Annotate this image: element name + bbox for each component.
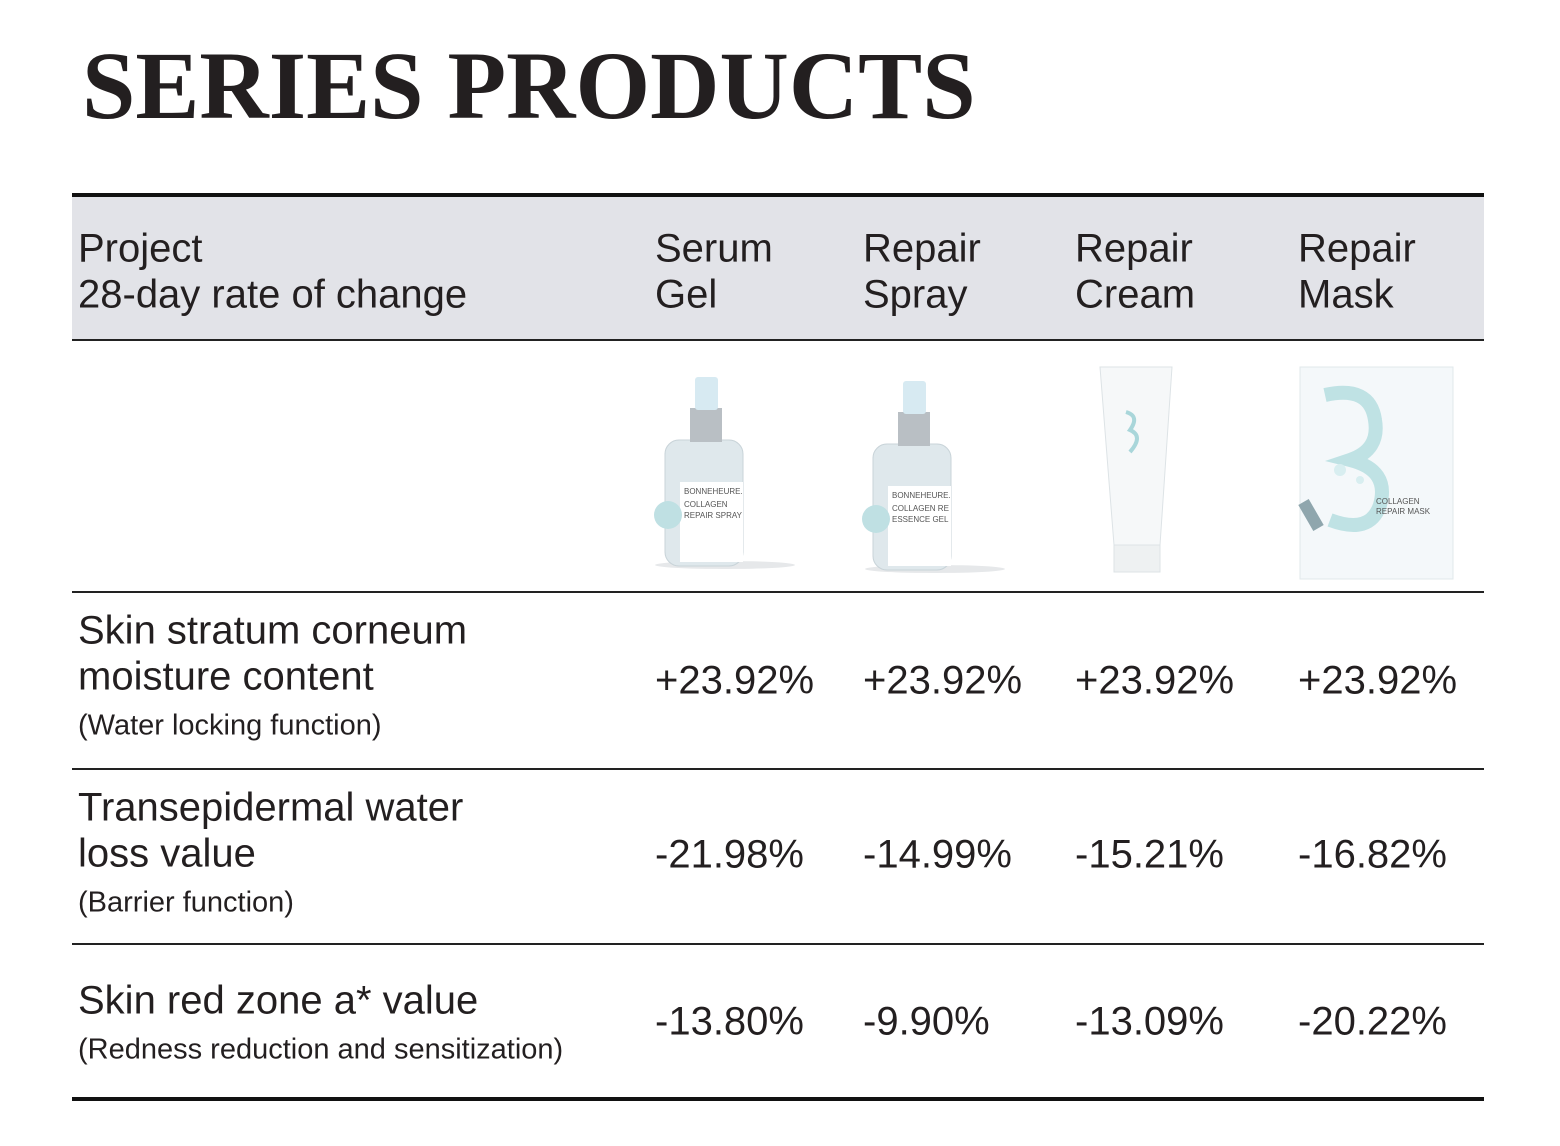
cell-value: -13.09% (1075, 1000, 1224, 1044)
product-text: COLLAGEN (1376, 497, 1420, 506)
header-text: Repair (863, 227, 981, 271)
product-text: COLLAGEN RE (892, 504, 949, 513)
cell-value: +23.92% (655, 659, 814, 703)
rule (72, 943, 1484, 945)
top-rule (72, 193, 1484, 197)
rule (72, 339, 1484, 341)
rule (72, 768, 1484, 770)
product-image: COLLAGEN REPAIR MASK (1298, 366, 1454, 580)
row-label: moisture content (78, 655, 374, 699)
cell-value: +23.92% (863, 659, 1022, 703)
header-text: Spray (863, 273, 968, 317)
row-label: loss value (78, 832, 256, 876)
rule (72, 591, 1484, 593)
header-text: Repair (1298, 227, 1416, 271)
header-text: 28-day rate of change (78, 273, 467, 317)
row-note: (Redness reduction and sensitization) (78, 1034, 563, 1066)
cell-value: -21.98% (655, 833, 804, 877)
product-text: REPAIR MASK (1376, 507, 1431, 516)
row-label: Transepidermal water (78, 786, 463, 830)
row-label: Skin stratum corneum (78, 609, 467, 653)
product-text: BONNEHEURE. (892, 491, 951, 500)
product-image (1099, 366, 1173, 573)
product-text: BONNEHEURE. (684, 487, 743, 496)
cell-value: -9.90% (863, 1000, 990, 1044)
product-image: BONNEHEURE. COLLAGEN RE ESSENCE GEL (862, 381, 1005, 573)
cell-value: +23.92% (1075, 659, 1234, 703)
cell-value: +23.92% (1298, 659, 1457, 703)
header-text: Gel (655, 273, 717, 317)
header-text: Project (78, 227, 203, 271)
header-text: Repair (1075, 227, 1193, 271)
page-title: SERIES PRODUCTS (82, 32, 976, 139)
row-note: (Water locking function) (78, 710, 382, 742)
row-note: (Barrier function) (78, 887, 294, 919)
cell-value: -15.21% (1075, 833, 1224, 877)
row-label: Skin red zone a* value (78, 979, 478, 1023)
cell-value: -16.82% (1298, 833, 1447, 877)
bottom-rule (72, 1097, 1484, 1101)
header-text: Cream (1075, 273, 1195, 317)
header-text: Mask (1298, 273, 1395, 317)
product-text: REPAIR SPRAY (684, 511, 743, 520)
cell-value: -13.80% (655, 1000, 804, 1044)
header-background (72, 197, 1484, 340)
cell-value: -20.22% (1298, 1000, 1447, 1044)
product-image: BONNEHEURE. COLLAGEN REPAIR SPRAY (654, 377, 795, 569)
product-text: ESSENCE GEL (892, 515, 949, 524)
header-text: Serum (655, 227, 773, 271)
product-text: COLLAGEN (684, 500, 728, 509)
cell-value: -14.99% (863, 833, 1012, 877)
